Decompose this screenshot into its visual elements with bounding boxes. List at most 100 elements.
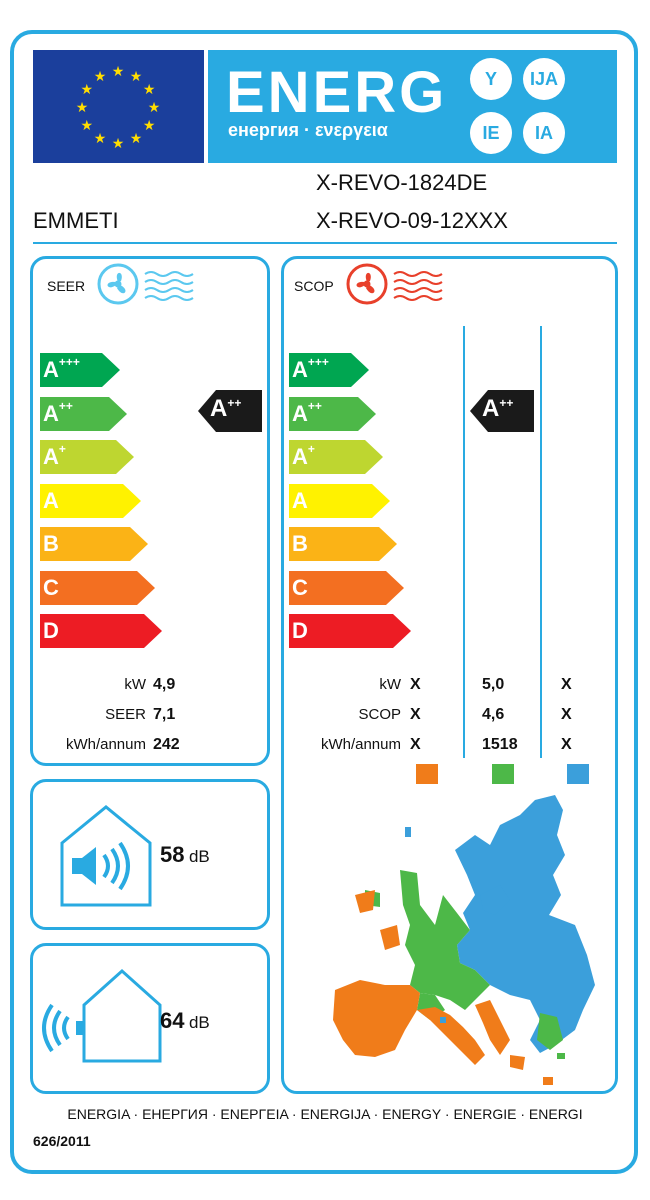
energy-subtitle: енергия · ενεργεια <box>228 120 388 140</box>
seer-scale-arrow: A++ <box>40 396 127 431</box>
scop-scop-average: 4,6 <box>482 706 505 723</box>
model-indoor: X-REVO-09-12XXX <box>316 208 508 233</box>
seer-scale-arrow: B <box>40 527 148 561</box>
eu-flag: ★ ★ ★ ★ ★ ★ ★ ★ ★ ★ ★ ★ <box>33 50 204 163</box>
seer-scale-label: B <box>43 531 59 556</box>
scop-scale-label: A <box>292 487 308 513</box>
eu-star-icon: ★ <box>112 135 125 151</box>
scop-scale-arrow: D <box>289 614 411 648</box>
scop-scale-arrow: A++ <box>289 396 376 431</box>
eu-star-icon: ★ <box>112 63 125 79</box>
scop-scale-label: A++ <box>292 398 322 426</box>
outdoor-sound-value: 64 <box>160 1008 185 1033</box>
energy-title: ENERG <box>226 60 448 125</box>
europe-climate-map <box>325 795 605 1095</box>
scop-kw-warmer: X <box>410 676 421 693</box>
eu-star-icon: ★ <box>76 99 89 115</box>
seer-kwh-label: kWh/annum <box>65 736 146 753</box>
indoor-sound-icon <box>58 803 154 914</box>
eu-star-icon: ★ <box>148 99 161 115</box>
scop-kwh-average: 1518 <box>482 736 518 753</box>
eu-star-icon: ★ <box>130 68 143 84</box>
scop-kw-average: 5,0 <box>482 676 505 693</box>
seer-rating-badge: A++ <box>198 390 262 437</box>
outdoor-sound-panel <box>30 943 270 1094</box>
indoor-sound-value: 58 <box>160 842 185 867</box>
eu-star-icon: ★ <box>81 81 94 97</box>
scop-kwh-warmer: X <box>410 736 421 753</box>
scop-scale-arrow: B <box>289 527 397 561</box>
scop-rating-letter: A <box>482 395 500 422</box>
seer-scale-arrow: D <box>40 614 162 648</box>
seer-scale-label: A++ <box>43 398 73 426</box>
scop-column-divider-1 <box>463 326 465 758</box>
language-code-ia: IA <box>523 112 565 154</box>
scop-rating-plus: ++ <box>499 396 514 410</box>
scop-column-divider-2 <box>540 326 542 758</box>
eu-star-icon: ★ <box>81 117 94 133</box>
language-code-ie: IE <box>470 112 512 154</box>
seer-seer-value: 7,1 <box>153 706 176 723</box>
scop-scale-arrow: A <box>289 483 390 518</box>
seer-kw-label: kW <box>124 676 146 693</box>
seer-panel <box>30 256 270 766</box>
scop-scop-colder: X <box>561 706 572 723</box>
seer-scale-label: A+ <box>43 442 66 469</box>
eu-star-icon: ★ <box>94 130 107 146</box>
colder-climate-swatch <box>567 764 589 784</box>
seer-scale-label: C <box>43 574 59 600</box>
model-outdoor: X-REVO-1824DE <box>316 170 488 195</box>
indoor-sound-panel <box>30 779 270 930</box>
scop-scale-label: D <box>292 618 308 643</box>
scop-scale-label: A+ <box>292 442 315 469</box>
seer-seer-label: SEER <box>105 706 146 723</box>
outdoor-sound-unit: dB <box>188 1013 210 1032</box>
cooling-fan-icon <box>95 262 207 311</box>
warmer-climate-swatch <box>416 764 438 784</box>
scop-scale-arrow: A+++ <box>289 353 369 387</box>
seer-rating-letter: A <box>210 395 228 422</box>
scop-scop-warmer: X <box>410 706 421 723</box>
seer-label: SEER <box>47 278 86 294</box>
scop-scop-label: SCOP <box>358 706 401 723</box>
outdoor-sound-icon <box>38 967 162 1072</box>
scop-scale-arrow: A+ <box>289 440 383 474</box>
indoor-sound-unit: dB <box>188 847 210 866</box>
regulation-number: 626/2011 <box>33 1133 91 1149</box>
scop-scale-label: A+++ <box>292 355 329 382</box>
supplier-name: EMMETI <box>33 208 119 233</box>
seer-rating-plus: ++ <box>227 396 242 410</box>
scop-panel <box>281 256 618 1094</box>
eu-star-icon: ★ <box>94 68 107 84</box>
scop-kwh-colder: X <box>561 736 572 753</box>
seer-scale-arrow: A+ <box>40 440 134 474</box>
outdoor-sound-level: 64 dB <box>160 1008 210 1034</box>
language-code-ija: IJA <box>523 58 565 100</box>
seer-scale-arrow: A <box>40 483 141 518</box>
scop-scale-arrow: C <box>289 570 404 605</box>
heating-fan-icon <box>344 262 456 311</box>
seer-scale-arrow: A+++ <box>40 353 120 387</box>
seer-kwh-value: 242 <box>153 736 180 753</box>
scop-kw-colder: X <box>561 676 572 693</box>
scop-rating-badge: A++ <box>470 390 534 437</box>
seer-scale-label: A+++ <box>43 355 80 382</box>
average-climate-swatch <box>492 764 514 784</box>
seer-scale-label: D <box>43 618 59 643</box>
footer-languages: ENERGIA · ЕНЕРГИЯ · ΕΝΕΡΓΕΙΑ · ENERGIJA … <box>67 1106 583 1122</box>
scop-kw-label: kW <box>379 676 401 693</box>
scop-kwh-label: kWh/annum <box>320 736 401 753</box>
eu-star-icon: ★ <box>130 130 143 146</box>
indoor-sound-level: 58 dB <box>160 842 210 868</box>
eu-star-icon: ★ <box>143 117 156 133</box>
seer-scale-label: A <box>43 487 59 513</box>
scop-label: SCOP <box>294 278 334 294</box>
label-frame <box>10 30 638 1174</box>
header-divider <box>33 242 617 244</box>
language-code-y: Y <box>470 58 512 100</box>
scop-scale-label: B <box>292 531 308 556</box>
seer-kw-value: 4,9 <box>153 676 176 693</box>
eu-star-icon: ★ <box>143 81 156 97</box>
seer-scale-arrow: C <box>40 570 155 605</box>
scop-scale-label: C <box>292 574 308 600</box>
